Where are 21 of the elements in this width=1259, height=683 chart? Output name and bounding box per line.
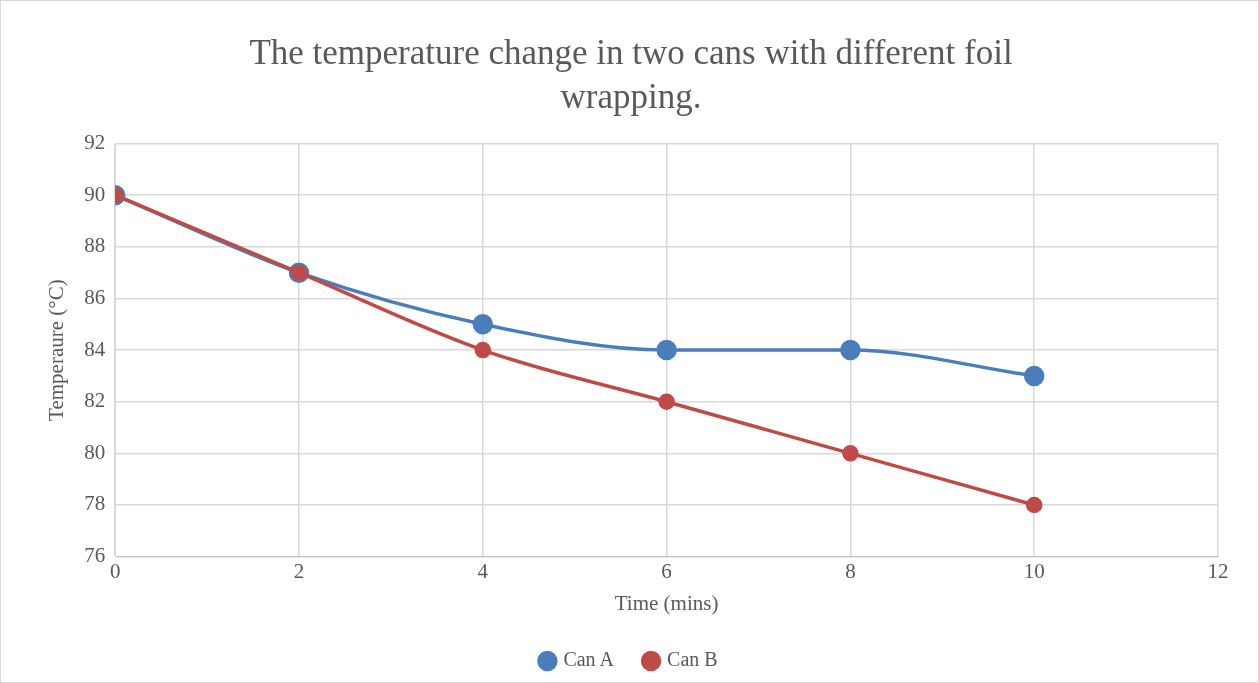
y-tick-label: 88 [84, 233, 106, 258]
x-tick-label: 12 [1207, 558, 1229, 583]
x-tick-label: 6 [661, 558, 672, 583]
legend-label: Can B [667, 648, 718, 671]
y-axis-title: Temperaure (°C) [44, 279, 69, 421]
y-tick-label: 90 [84, 181, 106, 206]
legend-label: Can A [563, 648, 615, 671]
x-axis-title: Time (mins) [614, 590, 719, 615]
y-tick-label: 80 [84, 439, 106, 464]
x-tick-label: 8 [845, 558, 856, 583]
y-tick-label: 92 [84, 130, 106, 155]
y-tick-label: 84 [84, 336, 106, 361]
x-tick-label: 0 [109, 558, 121, 583]
chart-title: The temperature change in two cans with different foil wrapping. [248, 32, 1014, 118]
x-tick-label: 4 [477, 558, 489, 583]
y-tick-label: 78 [84, 491, 106, 516]
y-tick-label: 86 [84, 284, 106, 309]
y-tick-label: 82 [84, 388, 106, 413]
x-tick-label: 2 [293, 558, 305, 583]
x-tick-label: 10 [1023, 558, 1045, 583]
y-tick-label: 76 [84, 543, 106, 568]
